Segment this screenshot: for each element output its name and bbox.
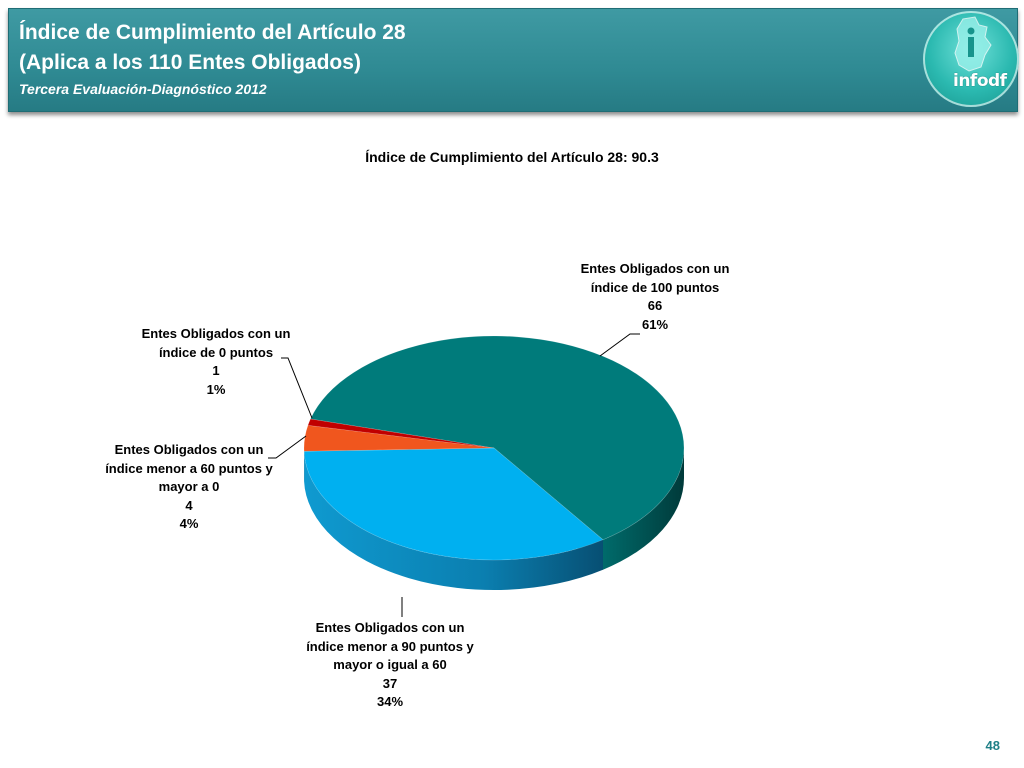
chart-title: Índice de Cumplimiento del Artículo 28: … — [365, 149, 659, 165]
slice-label-under60-line2: índice menor a 60 puntos y — [105, 460, 273, 476]
slice-label-100-line2: índice de 100 puntos — [590, 279, 720, 295]
slice-label-0-line2: índice de 0 puntos — [158, 344, 274, 360]
slide-title-line2: (Aplica a los 110 Entes Obligados) — [19, 51, 361, 74]
slice-60-a-90-puntos — [303, 447, 604, 561]
leader-line-under60 — [268, 435, 307, 459]
slice-label-100: Entes Obligados con un índice de 100 pun… — [560, 260, 750, 334]
slice-menor-60-puntos — [303, 425, 495, 452]
slice-label-under60-percent: 4% — [179, 516, 199, 531]
slice-label-0-value: 1 — [212, 363, 220, 378]
slice-label-under60-value: 4 — [185, 497, 193, 513]
slice-label-60to90-percent: 34% — [376, 694, 404, 709]
slice-label-60to90-line2: índice menor a 90 puntos y — [306, 638, 474, 654]
slice-label-60to90-line1: Entes Obligados con un — [315, 620, 465, 635]
slice-label-0-line1: Entes Obligados con un — [141, 326, 291, 341]
leader-line-0 — [281, 357, 313, 419]
slice-label-60to90: Entes Obligados con un índice menor a 90… — [290, 619, 490, 712]
slice-label-100-value: 66 — [647, 298, 663, 313]
slice-label-100-percent: 61% — [641, 316, 669, 332]
slice-label-0: Entes Obligados con un índice de 0 punto… — [121, 325, 311, 399]
slide-subtitle: Tercera Evaluación-Diagnóstico 2012 — [19, 81, 267, 97]
slide-title-line1: Índice de Cumplimiento del Artículo 28 — [19, 21, 406, 44]
slice-100-puntos — [310, 335, 685, 541]
leader-line-100 — [599, 333, 640, 357]
slice-label-0-percent: 1% — [206, 381, 226, 397]
page-number: 48 — [985, 738, 1000, 753]
slice-label-60to90-line3: mayor o igual a 60 — [333, 657, 447, 672]
slice-60-a-90-puntos-side — [304, 451, 603, 591]
slice-0-puntos — [307, 418, 495, 449]
slice-label-60to90-value: 37 — [382, 675, 398, 691]
slice-label-under60: Entes Obligados con un índice menor a 60… — [89, 441, 289, 534]
header-banner: Índice de Cumplimiento del Artículo 28 (… — [8, 8, 1019, 112]
slice-label-under60-line3: mayor a 0 — [158, 479, 220, 494]
pie-slices — [303, 335, 685, 561]
logo-map-shape — [954, 16, 992, 72]
logo-wordmark: infodf — [953, 71, 1007, 91]
df-map-logo-icon: infodf — [923, 11, 1019, 107]
slice-label-100-line1: Entes Obligados con un — [580, 261, 730, 276]
label-leader-lines — [268, 333, 640, 617]
slice-label-under60-line1: Entes Obligados con un — [114, 442, 264, 457]
slice-100-puntos-side — [602, 448, 684, 570]
